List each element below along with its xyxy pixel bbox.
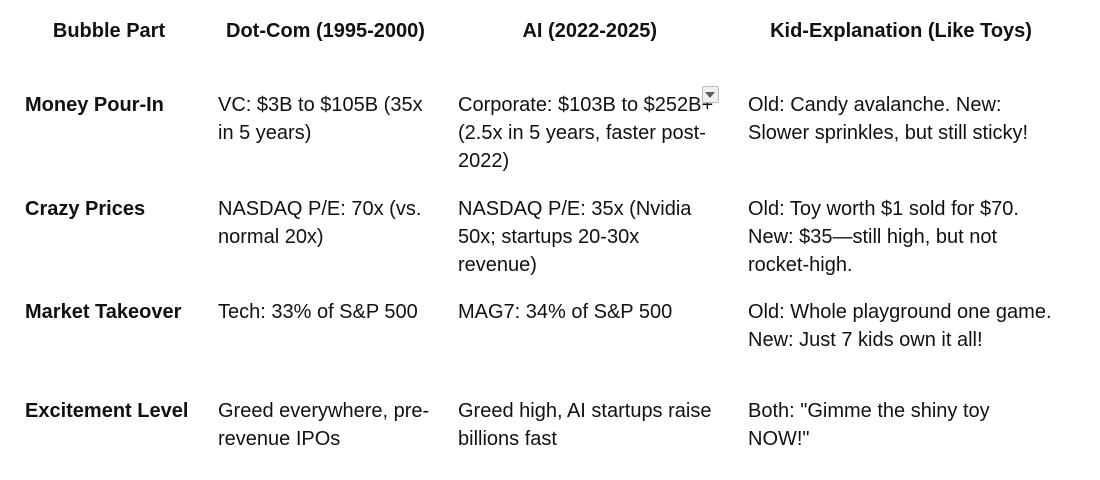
dotcom-cell: Greed everywhere, pre-revenue IPOs xyxy=(218,400,430,450)
header-dotcom: Dot-Com (1995-2000) xyxy=(226,20,425,42)
dotcom-cell: VC: $3B to $105B (35x in 5 years) xyxy=(218,94,423,144)
bubble-comparison-table: Bubble Part Dot-Com (1995-2000) AI (2022… xyxy=(0,17,1100,453)
table-row-money-pour-in: Money Pour-In VC: $3B to $105B (35x in 5… xyxy=(0,86,1100,175)
table-header-row: Bubble Part Dot-Com (1995-2000) AI (2022… xyxy=(0,17,1100,45)
table-row-market-takeover: Market Takeover Tech: 33% of S&P 500 MAG… xyxy=(0,298,1100,354)
header-ai: AI (2022-2025) xyxy=(522,20,658,42)
row-label: Crazy Prices xyxy=(25,198,146,220)
ai-cell: Corporate: $103B to $252B+ (2.5x in 5 yea… xyxy=(458,86,748,175)
plus-suffix: + xyxy=(701,94,714,116)
row-label: Excitement Level xyxy=(25,400,189,422)
table-row-crazy-prices: Crazy Prices NASDAQ P/E: 70x (vs. normal… xyxy=(0,195,1100,279)
row-label: Market Takeover xyxy=(25,301,182,323)
ai-cell: Greed high, AI startups raise billions f… xyxy=(458,400,712,450)
dotcom-cell: Tech: 33% of S&P 500 xyxy=(218,301,418,323)
header-bubble-part: Bubble Part xyxy=(52,20,166,42)
row-label: Money Pour-In xyxy=(25,94,164,116)
dropdown-marker-icon[interactable] xyxy=(702,86,720,103)
kid-cell: Old: Toy worth $1 sold for $70. New: $35… xyxy=(748,198,1019,276)
kid-cell: Old: Whole playground one game. New: Jus… xyxy=(748,301,1052,351)
kid-cell: Old: Candy avalanche. New: Slower sprink… xyxy=(748,94,1029,144)
header-kid-explanation: Kid-Explanation (Like Toys) xyxy=(770,20,1032,42)
table-row-excitement-level: Excitement Level Greed everywhere, pre-r… xyxy=(0,397,1100,453)
ai-cell-continuation: (2.5x in 5 years, faster post-2022) xyxy=(458,122,706,172)
dotcom-cell: NASDAQ P/E: 70x (vs. normal 20x) xyxy=(218,198,422,248)
kid-cell: Both: "Gimme the shiny toy NOW!" xyxy=(748,400,990,450)
ai-cell-text: Corporate: $103B to $252B xyxy=(458,94,702,116)
ai-cell: MAG7: 34% of S&P 500 xyxy=(458,301,673,323)
ai-cell: NASDAQ P/E: 35x (Nvidia 50x; startups 20… xyxy=(458,198,692,276)
